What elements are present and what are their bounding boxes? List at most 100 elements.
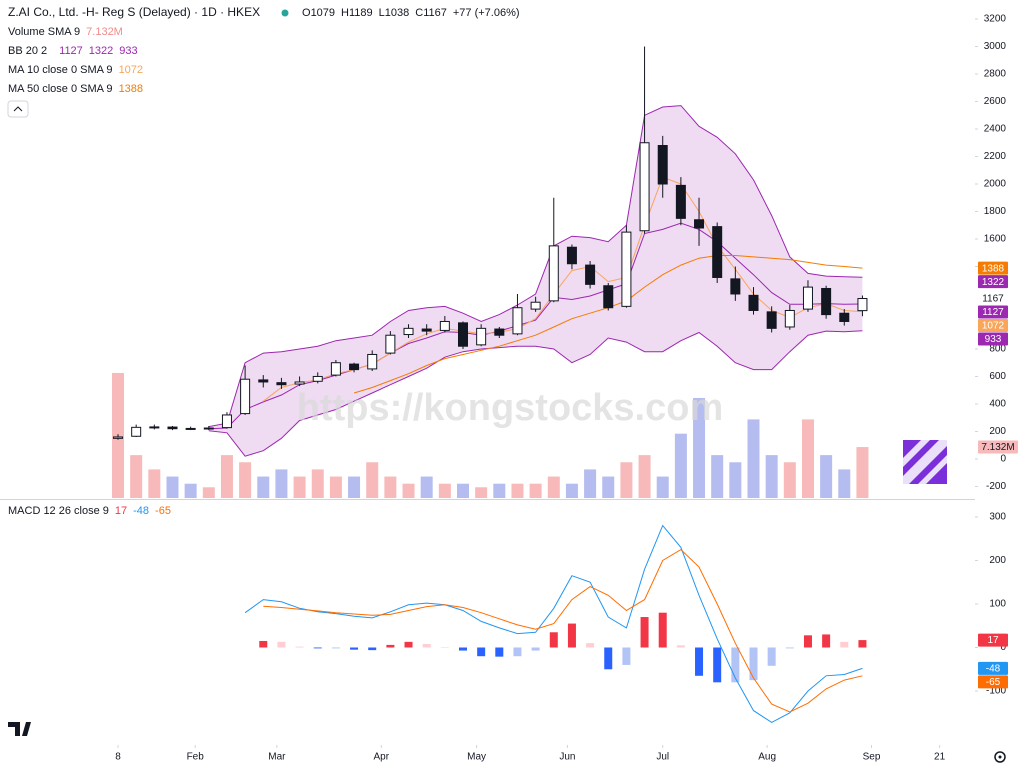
ohlc-value: 1079 (311, 7, 335, 19)
candle-body (221, 414, 232, 429)
candle-body (403, 327, 414, 336)
candle-body (712, 226, 723, 278)
price-axis (975, 0, 1024, 745)
candle-body (621, 231, 632, 307)
candle-body (730, 278, 741, 295)
candle-body (294, 381, 305, 385)
price-badge-label: 1322 (982, 277, 1005, 288)
candle-body (476, 327, 487, 346)
macd-histogram-bar (586, 643, 595, 648)
legend-value: 933 (119, 45, 137, 57)
legend-value: 1127 (59, 45, 83, 57)
y-tick-label: 800 (989, 344, 1006, 355)
price-badge-label: -65 (986, 677, 1001, 688)
candle-body (784, 309, 795, 328)
price-badge-label: 1072 (982, 321, 1005, 332)
legend-row: Volume SMA 9 7.132M (8, 26, 123, 38)
y-tick-label: 3000 (984, 41, 1007, 52)
legend-row: Z.AI Co., Ltd. -H- Reg S (Delayed) · 1D … (8, 5, 260, 19)
volume-bar (402, 483, 415, 498)
tradingview-logo (8, 722, 31, 736)
y-tick-label: 200 (989, 555, 1006, 566)
candle-body (349, 363, 360, 371)
volume-bar (438, 483, 451, 498)
legend-row: MACD 12 26 close 9 17 -48 -65 (8, 505, 171, 517)
volume-bar (239, 462, 252, 498)
volume-bar (202, 487, 215, 498)
macd-histogram-bar (259, 640, 268, 648)
macd-histogram-bar (749, 647, 758, 681)
volume-bar (493, 483, 506, 498)
candle-body (657, 145, 668, 185)
ohlc-label: O (302, 7, 311, 19)
legend-text: Volume SMA 9 (8, 26, 80, 38)
candle-body (276, 382, 287, 386)
x-tick-label: Jul (656, 752, 669, 763)
volume-badge (978, 440, 1018, 454)
ohlc-value: 1038 (385, 7, 409, 19)
volume-bar (765, 455, 778, 498)
legend-value: -65 (155, 505, 171, 517)
legend-value: -48 (133, 505, 149, 517)
y-tick-label: 3200 (984, 14, 1007, 25)
volume-bar (674, 433, 687, 498)
market-status (281, 9, 289, 17)
volume-bar (693, 397, 706, 498)
macd-histogram-bar (549, 632, 558, 648)
legend-text: MACD 12 26 close 9 (8, 505, 109, 517)
volume-bar (565, 483, 578, 498)
plot-area (112, 46, 869, 723)
settings-button[interactable] (994, 751, 1006, 763)
y-tick-label: 0 (1000, 454, 1006, 465)
legend-row: BB 20 2 1127 1322 933 (8, 45, 138, 57)
chart-title: Z.AI Co., Ltd. -H- Reg S (Delayed) · 1D … (8, 5, 260, 19)
macd-histogram-bar (277, 641, 286, 648)
volume-bar (783, 462, 796, 498)
macd-histogram-bar (440, 647, 449, 649)
macd-histogram-bar (567, 623, 576, 648)
volume-bar (184, 483, 197, 498)
candle-body (694, 219, 705, 229)
ohlc-value: 1189 (349, 7, 373, 19)
candle-body (548, 245, 559, 302)
volume-bar (529, 483, 542, 498)
y-tick-label: 2000 (984, 179, 1007, 190)
ohlc-label: H (341, 7, 349, 19)
macd-histogram-bar (731, 647, 740, 683)
candle-body (457, 322, 468, 347)
volume-bar (275, 469, 288, 498)
macd-histogram-bar (477, 647, 486, 657)
macd-histogram-bar (331, 647, 340, 649)
collapse-button[interactable] (7, 100, 29, 118)
volume-bar (747, 419, 760, 498)
macd-histogram-bar (767, 647, 776, 666)
price-badge (978, 633, 1008, 647)
macd-histogram-bar (803, 635, 812, 648)
y-tick-label: 2800 (984, 69, 1007, 80)
candle-body (312, 375, 323, 382)
volume-bar (166, 476, 179, 498)
price-badge-label: 1127 (982, 307, 1004, 318)
candle-body (131, 426, 142, 437)
y-tick-label: 2600 (984, 96, 1007, 107)
y-tick-label: 600 (989, 371, 1006, 382)
y-tick-label: -200 (986, 481, 1006, 492)
candle-body (748, 294, 759, 311)
volume-bar (656, 476, 669, 498)
volume-bar (420, 476, 433, 498)
legend-text: BB 20 2 (8, 45, 47, 57)
volume-bar (638, 455, 651, 498)
y-tick-label: 1600 (984, 234, 1007, 245)
macd-histogram-bar (386, 644, 395, 648)
volume-bar (348, 476, 361, 498)
legend-value: 1322 (89, 45, 113, 57)
y-tick-label: 0 (1000, 642, 1006, 653)
legend-text: MA 10 close 0 SMA 9 (8, 64, 113, 76)
price-badge (978, 332, 1008, 346)
candle-body (330, 362, 341, 376)
candle-body (149, 426, 160, 429)
candle-body (258, 379, 269, 383)
legend-row: MA 50 close 0 SMA 9 1388 (8, 83, 143, 95)
candle-body (566, 246, 577, 265)
